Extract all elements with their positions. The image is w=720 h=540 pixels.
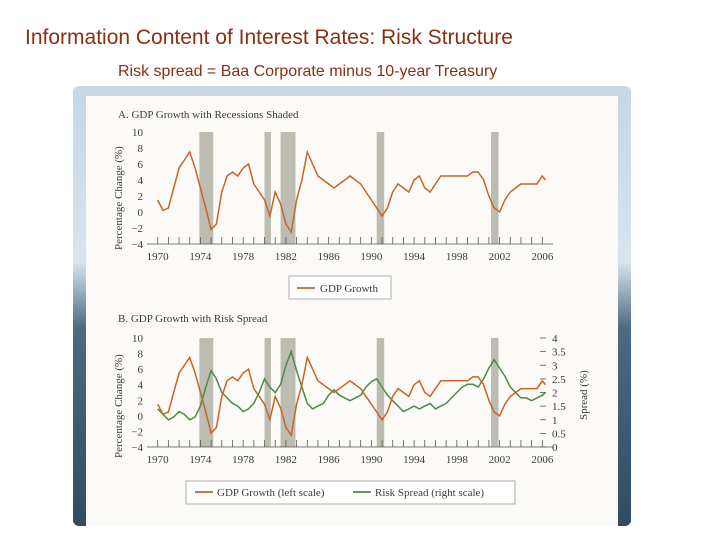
y-right-tick-label: 2.5 [552, 374, 566, 386]
y-tick-label: 10 [132, 333, 144, 345]
y-tick-label: −4 [131, 442, 143, 454]
x-tick-label: 1990 [360, 251, 383, 263]
recession-band [491, 338, 499, 447]
x-tick-label: 1998 [446, 454, 469, 466]
panel-a-legend-label: GDP Growth [320, 283, 378, 295]
x-tick-label: 1970 [147, 251, 170, 263]
panel-a-axis [147, 237, 553, 245]
y-tick-label: 2 [138, 191, 144, 203]
y-tick-label: 8 [138, 143, 144, 155]
x-tick-label: 2006 [531, 251, 554, 263]
y-tick-label: −2 [131, 426, 143, 438]
y-right-tick-label: 3 [552, 360, 558, 372]
panel-b-gdp-line [157, 355, 547, 438]
y-tick-label: 0 [138, 207, 144, 219]
y-tick-label: 8 [138, 349, 144, 361]
y-tick-label: 4 [138, 380, 144, 392]
y-right-tick-label: 0 [552, 442, 558, 454]
x-tick-label: 1986 [318, 251, 341, 263]
panel-b-axis [147, 440, 553, 448]
panel-b-title: B. GDP Growth with Risk Spread [118, 313, 268, 325]
y-right-tick-label: 3.5 [552, 347, 566, 359]
x-tick-label: 1990 [360, 454, 383, 466]
slide-title: Information Content of Interest Rates: R… [25, 26, 513, 49]
panel-b-legend-gdp-label: GDP Growth (left scale) [217, 487, 325, 499]
x-tick-label: 1974 [189, 251, 212, 263]
panel-b: B. GDP Growth with Risk Spread Percentag… [113, 313, 590, 505]
panel-a-ylabel: Percentage Change (%) [113, 146, 125, 250]
y-tick-label: 6 [138, 159, 144, 171]
panel-b-legend-spread-label: Risk Spread (right scale) [375, 487, 484, 499]
x-tick-label: 1970 [147, 454, 170, 466]
x-tick-label: 1994 [403, 251, 426, 263]
chart-panel [86, 96, 618, 526]
panel-a-gdp-line [157, 149, 547, 234]
panel-b-legend-box [185, 480, 516, 505]
x-tick-label: 2002 [489, 251, 511, 263]
recession-band [264, 132, 271, 244]
y-tick-label: −2 [131, 223, 143, 235]
panel-a-recessions [199, 132, 499, 244]
x-tick-label: 1998 [446, 251, 469, 263]
y-tick-label: −4 [131, 239, 143, 251]
recession-band [491, 132, 499, 244]
x-tick-label: 1978 [232, 251, 255, 263]
y-tick-label: 0 [138, 411, 144, 423]
panel-b-xticks: 1970 1974 1978 1982 1986 1990 1994 1998 2002 2006 [147, 454, 554, 466]
panel-b-ylabel: Percentage Change (%) [113, 354, 125, 458]
panel-b-yticks-right: 4 3.53 2.5 21.5 10.5 0 [540, 333, 566, 454]
recession-band [264, 338, 271, 447]
x-tick-label: 1982 [275, 251, 297, 263]
panel-b-recessions [199, 338, 499, 447]
panel-a-yticks: 10 8 6 4 2 0 −2 −4 [131, 127, 143, 251]
y-tick-label: 10 [132, 127, 144, 139]
y-right-tick-label: 4 [552, 333, 558, 345]
x-tick-label: 2002 [489, 454, 511, 466]
x-tick-label: 1994 [403, 454, 426, 466]
slide-subtitle: Risk spread = Baa Corporate minus 10-yea… [118, 63, 498, 80]
x-tick-label: 1974 [189, 454, 212, 466]
panel-a-title: A. GDP Growth with Recessions Shaded [118, 109, 299, 121]
panel-b-spread-line [157, 349, 546, 421]
recession-band [199, 132, 214, 244]
panel-a: A. GDP Growth with Recessions Shaded Per… [113, 109, 554, 300]
y-tick-label: 6 [138, 364, 144, 376]
x-tick-label: 1978 [232, 454, 255, 466]
x-tick-label: 2006 [531, 454, 554, 466]
y-right-tick-label: 1.5 [552, 401, 566, 413]
x-tick-label: 1986 [318, 454, 341, 466]
recession-band [376, 338, 385, 447]
y-tick-label: 4 [138, 175, 144, 187]
panel-a-legend-box [288, 275, 392, 300]
panel-b-yticks: 10 8 6 4 2 0 −2 −4 [131, 333, 143, 454]
y-right-tick-label: 1 [552, 415, 558, 427]
y-right-tick-label: 0.5 [552, 428, 566, 440]
y-right-tick-label: 2 [552, 388, 558, 400]
panel-a-xticks: 1970 1974 1978 1982 1986 1990 1994 1998 2002 2006 [147, 251, 554, 263]
y-tick-label: 2 [138, 395, 144, 407]
recession-band [376, 132, 385, 244]
x-tick-label: 1982 [275, 454, 297, 466]
recession-band [199, 338, 214, 447]
panel-b-ylabel-right: Spread (%) [578, 370, 590, 420]
